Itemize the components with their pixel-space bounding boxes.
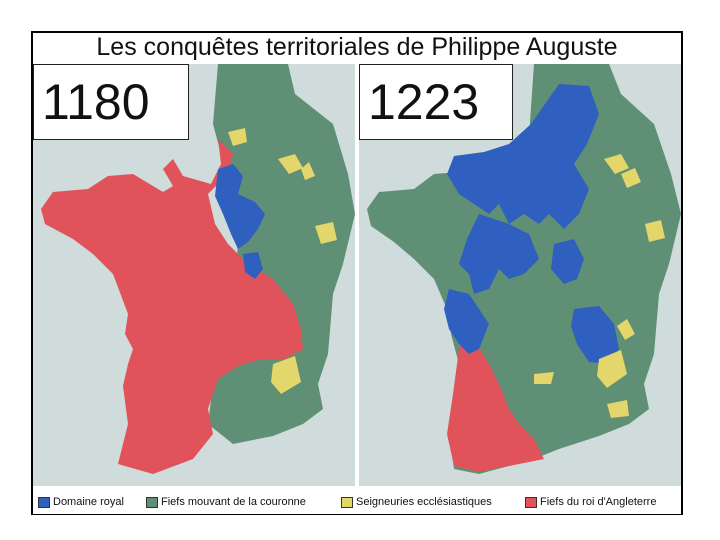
region-domaine-royal: [444, 289, 489, 354]
region-seigneuries: [597, 350, 627, 388]
legend: Domaine royal Fiefs mouvant de la couron…: [33, 490, 681, 514]
region-seigneuries: [645, 220, 665, 242]
region-seigneuries: [621, 168, 641, 188]
region-domaine-royal: [447, 84, 599, 229]
legend-item-fiefs-angleterre: Fiefs du roi d'Angleterre: [525, 495, 656, 509]
legend-label: Seigneuries ecclésiastiques: [356, 496, 492, 508]
legend-label: Fiefs du roi d'Angleterre: [540, 496, 657, 508]
region-fiefs-angleterre: [447, 334, 544, 472]
region-seigneuries: [607, 400, 629, 418]
region-seigneuries: [278, 154, 303, 174]
year-label-1180: 1180: [33, 64, 189, 140]
region-seigneuries: [534, 372, 554, 384]
legend-item-fiefs-mouvant: Fiefs mouvant de la couronne: [146, 495, 306, 509]
region-seigneuries: [315, 222, 337, 244]
region-seigneuries: [301, 162, 315, 180]
region-domaine-royal: [571, 306, 619, 364]
region-fiefs-angleterre: [41, 139, 303, 474]
legend-swatch: [38, 496, 50, 508]
legend-item-seigneuries: Seigneuries ecclésiastiques: [341, 495, 492, 509]
map-panel-1223: [359, 64, 681, 486]
legend-label: Fiefs mouvant de la couronne: [161, 496, 306, 508]
map-1180-svg: [41, 64, 355, 474]
legend-swatch: [525, 496, 537, 508]
region-seigneuries: [228, 128, 247, 146]
panel-divider: [355, 64, 359, 486]
region-seigneuries: [604, 154, 629, 174]
map-1223-svg: [367, 64, 681, 474]
legend-item-domaine-royal: Domaine royal: [38, 495, 124, 509]
map-title: Les conquêtes territoriales de Philippe …: [96, 33, 618, 61]
region-domaine-royal: [215, 164, 265, 249]
region-seigneuries: [617, 319, 635, 340]
region-domaine-royal: [459, 214, 539, 294]
legend-swatch: [146, 496, 158, 508]
legend-label: Domaine royal: [53, 496, 124, 508]
legend-swatch: [341, 496, 353, 508]
year-label-1223: 1223: [359, 64, 513, 140]
region-seigneuries: [271, 356, 301, 394]
region-domaine-royal: [243, 252, 263, 279]
region-domaine-royal: [551, 239, 584, 284]
